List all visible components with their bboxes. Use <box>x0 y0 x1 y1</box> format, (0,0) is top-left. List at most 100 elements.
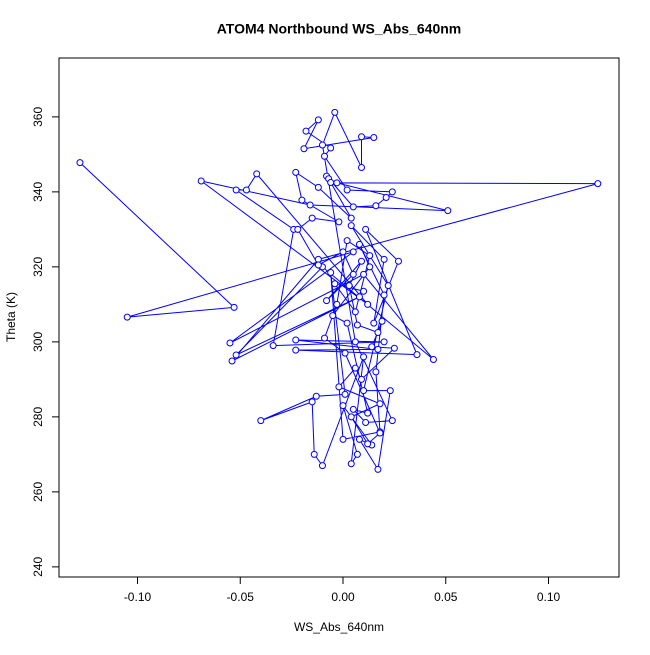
point <box>341 349 349 357</box>
point <box>429 356 437 363</box>
point <box>314 116 322 124</box>
point <box>394 257 402 265</box>
point <box>444 207 452 215</box>
point <box>351 364 359 372</box>
point <box>358 164 366 171</box>
point <box>318 141 326 149</box>
point <box>232 351 240 359</box>
point <box>384 282 392 290</box>
point <box>339 435 347 443</box>
point <box>390 344 398 352</box>
point <box>374 345 382 353</box>
point <box>594 180 602 188</box>
point <box>323 297 331 305</box>
point <box>294 225 302 233</box>
point <box>314 261 322 269</box>
point <box>349 248 357 256</box>
point <box>380 291 388 299</box>
point <box>341 390 349 398</box>
point <box>358 375 366 383</box>
point <box>349 270 357 278</box>
x-tick-label: 0.00 <box>331 590 355 604</box>
point <box>380 338 388 346</box>
point <box>376 429 384 437</box>
plot-frame <box>58 57 620 578</box>
point <box>386 387 394 395</box>
point <box>388 417 396 425</box>
point <box>298 196 306 204</box>
point <box>335 383 343 391</box>
point <box>308 398 316 406</box>
point <box>343 237 351 245</box>
point <box>360 270 368 278</box>
point <box>327 269 335 276</box>
point <box>314 183 322 191</box>
point <box>197 177 205 185</box>
point <box>318 462 326 470</box>
point <box>327 144 335 152</box>
point <box>349 203 357 211</box>
point <box>347 460 355 468</box>
point <box>372 202 380 210</box>
point <box>382 194 390 201</box>
point <box>351 308 359 316</box>
point <box>360 387 368 395</box>
y-tick-label: 360 <box>31 107 45 127</box>
point <box>358 133 366 141</box>
point <box>413 351 421 359</box>
point <box>353 321 361 329</box>
point <box>228 357 236 365</box>
point <box>333 300 341 308</box>
point <box>360 353 368 361</box>
point <box>370 319 378 327</box>
point <box>314 255 322 263</box>
point <box>329 312 337 320</box>
point <box>380 255 388 263</box>
point <box>358 257 366 265</box>
y-axis-label: Theta (K) <box>4 292 18 342</box>
point <box>339 248 347 256</box>
point <box>376 400 384 408</box>
point <box>345 282 353 290</box>
point <box>355 293 363 301</box>
point <box>360 287 368 295</box>
y-tick-label: 320 <box>31 257 45 277</box>
point <box>321 334 329 342</box>
point <box>355 240 363 248</box>
point <box>364 300 372 308</box>
point <box>292 346 300 354</box>
point <box>347 222 355 230</box>
point <box>232 186 240 194</box>
point <box>362 225 370 233</box>
point <box>321 152 329 160</box>
y-tick-label: 240 <box>31 557 45 577</box>
point <box>374 465 382 473</box>
point <box>327 179 335 186</box>
point <box>123 313 131 321</box>
point <box>364 440 372 448</box>
y-tick-label: 300 <box>31 332 45 352</box>
point <box>310 450 318 458</box>
point <box>388 188 396 196</box>
x-tick-label: 0.05 <box>434 590 458 604</box>
point <box>370 134 378 141</box>
point <box>368 343 376 351</box>
point <box>353 450 361 458</box>
point <box>347 214 355 222</box>
point <box>347 413 355 421</box>
point <box>362 419 370 426</box>
chart-title: ATOM4 Northbound WS_Abs_640nm <box>217 21 462 37</box>
point <box>374 329 382 336</box>
point <box>257 417 265 425</box>
x-tick-label: 0.10 <box>537 590 561 604</box>
point <box>269 342 277 350</box>
point <box>300 145 308 153</box>
point <box>372 368 380 376</box>
point <box>308 214 316 222</box>
point <box>292 168 300 176</box>
point <box>351 338 359 346</box>
point <box>335 218 343 226</box>
point <box>366 263 374 271</box>
point <box>343 186 351 194</box>
